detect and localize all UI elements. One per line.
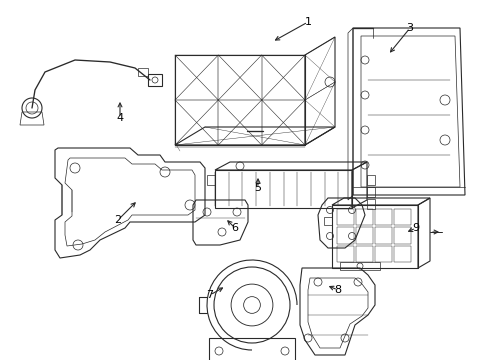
Bar — [394, 209, 411, 225]
Bar — [356, 227, 373, 244]
Bar — [375, 209, 392, 225]
Bar — [337, 246, 354, 262]
Text: 2: 2 — [115, 215, 122, 225]
Bar — [394, 246, 411, 262]
Text: 1: 1 — [304, 17, 312, 27]
Bar — [375, 227, 392, 244]
Bar — [337, 209, 354, 225]
Bar — [356, 209, 373, 225]
Bar — [394, 227, 411, 244]
Bar — [375, 246, 392, 262]
Bar — [337, 227, 354, 244]
Text: 8: 8 — [335, 285, 342, 295]
Text: 7: 7 — [206, 290, 214, 300]
Text: 5: 5 — [254, 183, 262, 193]
Text: 3: 3 — [407, 23, 414, 33]
Bar — [356, 246, 373, 262]
Text: 4: 4 — [117, 113, 123, 123]
Text: 9: 9 — [413, 223, 419, 233]
Text: 6: 6 — [231, 223, 239, 233]
